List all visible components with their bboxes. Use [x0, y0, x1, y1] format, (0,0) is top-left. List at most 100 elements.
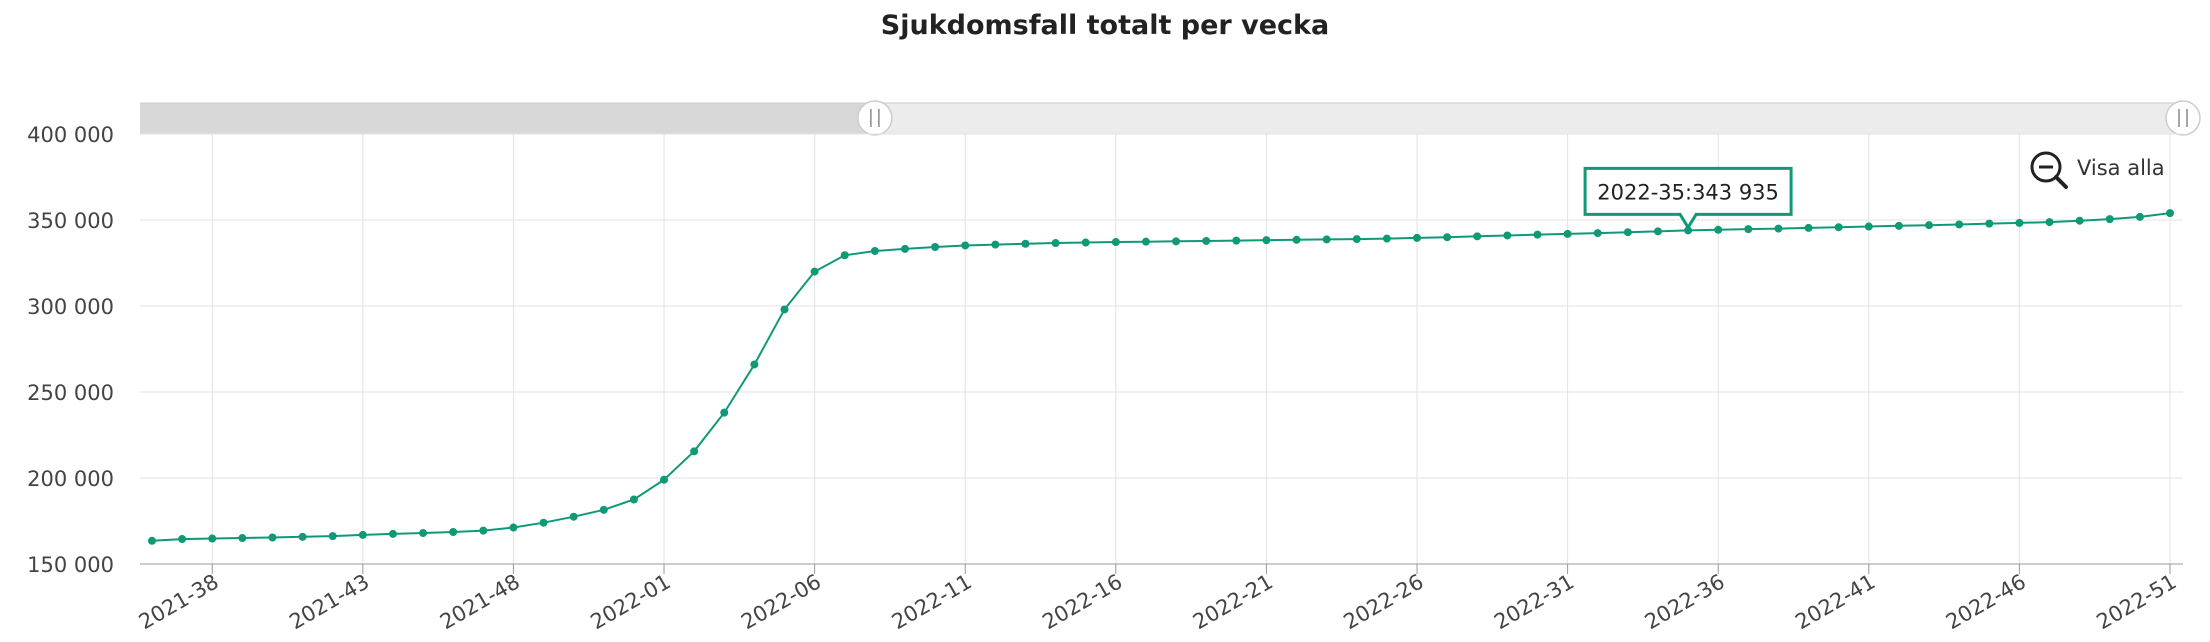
data-point[interactable]: [2105, 215, 2114, 224]
data-point[interactable]: [1623, 228, 1632, 237]
y-tick-label: 200 000: [27, 467, 114, 491]
data-point[interactable]: [1141, 237, 1150, 246]
data-point[interactable]: [1443, 233, 1452, 242]
data-point[interactable]: [810, 267, 819, 276]
y-tick-label: 300 000: [27, 295, 114, 319]
data-point[interactable]: [1081, 238, 1090, 247]
data-point[interactable]: [599, 505, 608, 514]
data-point[interactable]: [931, 243, 940, 252]
data-point[interactable]: [900, 244, 909, 253]
tooltip-text: 2022-35:343 935: [1597, 180, 1779, 204]
data-point[interactable]: [870, 246, 879, 255]
zoom-out-icon: [2030, 151, 2068, 189]
data-point[interactable]: [1111, 238, 1120, 247]
data-point[interactable]: [449, 528, 458, 537]
data-point[interactable]: [148, 536, 156, 545]
data-point[interactable]: [539, 518, 548, 527]
navigator[interactable]: [140, 100, 2201, 136]
y-axis: 150 000 200 000 250 000 300 000 350 000 400 0…: [27, 123, 114, 577]
y-tick-label: 250 000: [27, 381, 114, 405]
y-tick-label: 150 000: [27, 553, 114, 577]
data-point[interactable]: [1352, 235, 1361, 244]
data-point[interactable]: [569, 512, 578, 521]
data-point[interactable]: [2075, 216, 2084, 225]
navigator-handle-left[interactable]: [857, 100, 893, 136]
x-axis: 2021-38 2021-43 2021-48 2022-01 2022-06 2022-…: [135, 563, 2183, 635]
data-point[interactable]: [1021, 239, 1030, 248]
data-point[interactable]: [388, 529, 397, 538]
x-tick-label: 2021-43: [285, 570, 373, 635]
data-point[interactable]: [208, 534, 217, 543]
data-point[interactable]: [178, 535, 187, 544]
data-point[interactable]: [690, 447, 699, 456]
data-point[interactable]: [1382, 234, 1391, 243]
x-tick-label: 2021-48: [436, 570, 524, 635]
y-tick-label: 400 000: [27, 123, 114, 147]
data-point[interactable]: [238, 534, 247, 543]
navigator-handle-right[interactable]: [2165, 100, 2201, 136]
data-point[interactable]: [328, 532, 337, 541]
x-tick-label: 2022-21: [1189, 570, 1277, 635]
x-tick-label: 2022-26: [1340, 570, 1428, 635]
data-point[interactable]: [1292, 235, 1301, 244]
data-point[interactable]: [1172, 237, 1181, 246]
data-point[interactable]: [1593, 229, 1602, 238]
data-point[interactable]: [1322, 235, 1331, 244]
x-tick-label: 2022-01: [587, 570, 675, 635]
x-tick-label: 2022-06: [737, 570, 825, 635]
data-point[interactable]: [1925, 221, 1934, 230]
x-tick-label: 2022-11: [888, 570, 976, 635]
y-tick-label: 350 000: [27, 209, 114, 233]
data-point[interactable]: [1413, 233, 1422, 242]
data-point[interactable]: [1653, 227, 1662, 236]
data-point[interactable]: [629, 495, 638, 504]
data-point[interactable]: [419, 529, 428, 538]
data-point[interactable]: [358, 530, 367, 539]
data-point[interactable]: [1232, 236, 1241, 245]
data-point[interactable]: [961, 241, 970, 250]
data-point[interactable]: [509, 523, 518, 532]
zoom-reset-button[interactable]: Visa alla: [2030, 151, 2165, 189]
x-tick-label: 2022-16: [1038, 570, 1126, 635]
data-point[interactable]: [840, 251, 849, 260]
data-point[interactable]: [1202, 236, 1211, 245]
data-point[interactable]: [1503, 231, 1512, 240]
data-point[interactable]: [2015, 218, 2024, 227]
data-point[interactable]: [2135, 212, 2144, 221]
x-tick-label: 2022-31: [1490, 570, 1578, 635]
data-point[interactable]: [298, 532, 307, 541]
data-point[interactable]: [2045, 218, 2054, 227]
data-point[interactable]: [1985, 219, 1994, 228]
data-point[interactable]: [720, 408, 729, 417]
data-point[interactable]: [1774, 224, 1783, 233]
data-point[interactable]: [1563, 229, 1572, 238]
data-point[interactable]: [1684, 226, 1693, 235]
data-point[interactable]: [1834, 223, 1843, 232]
data-point[interactable]: [780, 305, 789, 314]
zoom-reset-label[interactable]: Visa alla: [2077, 156, 2165, 180]
navigator-unselected-range: [140, 103, 875, 134]
tooltip: 2022-35:343 935: [1583, 166, 1793, 231]
data-point[interactable]: [660, 475, 669, 484]
data-point[interactable]: [268, 533, 277, 542]
data-point[interactable]: [1894, 221, 1903, 230]
data-point[interactable]: [1262, 236, 1271, 245]
data-point[interactable]: [991, 240, 1000, 249]
data-point[interactable]: [1533, 230, 1542, 239]
data-point[interactable]: [1864, 222, 1873, 231]
data-point[interactable]: [1744, 225, 1753, 234]
data-point[interactable]: [479, 526, 488, 535]
series-line: [151, 212, 2171, 542]
x-tick-label: 2022-36: [1641, 570, 1729, 635]
data-point[interactable]: [1473, 232, 1482, 241]
data-point[interactable]: [1051, 239, 1060, 248]
x-tick-label: 2022-46: [1942, 570, 2030, 635]
data-point[interactable]: [1804, 223, 1813, 232]
data-point[interactable]: [1955, 220, 1964, 229]
chart-title: Sjukdomsfall totalt per vecka: [881, 10, 1329, 41]
data-point[interactable]: [750, 360, 759, 369]
data-point[interactable]: [1714, 225, 1723, 234]
series: [148, 209, 2174, 545]
data-point[interactable]: [2166, 209, 2174, 218]
